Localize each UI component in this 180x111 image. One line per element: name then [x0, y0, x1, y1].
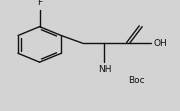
Text: F: F: [37, 0, 42, 7]
Text: OH: OH: [153, 39, 167, 48]
Text: NH: NH: [98, 65, 111, 74]
Text: Boc: Boc: [128, 76, 144, 85]
